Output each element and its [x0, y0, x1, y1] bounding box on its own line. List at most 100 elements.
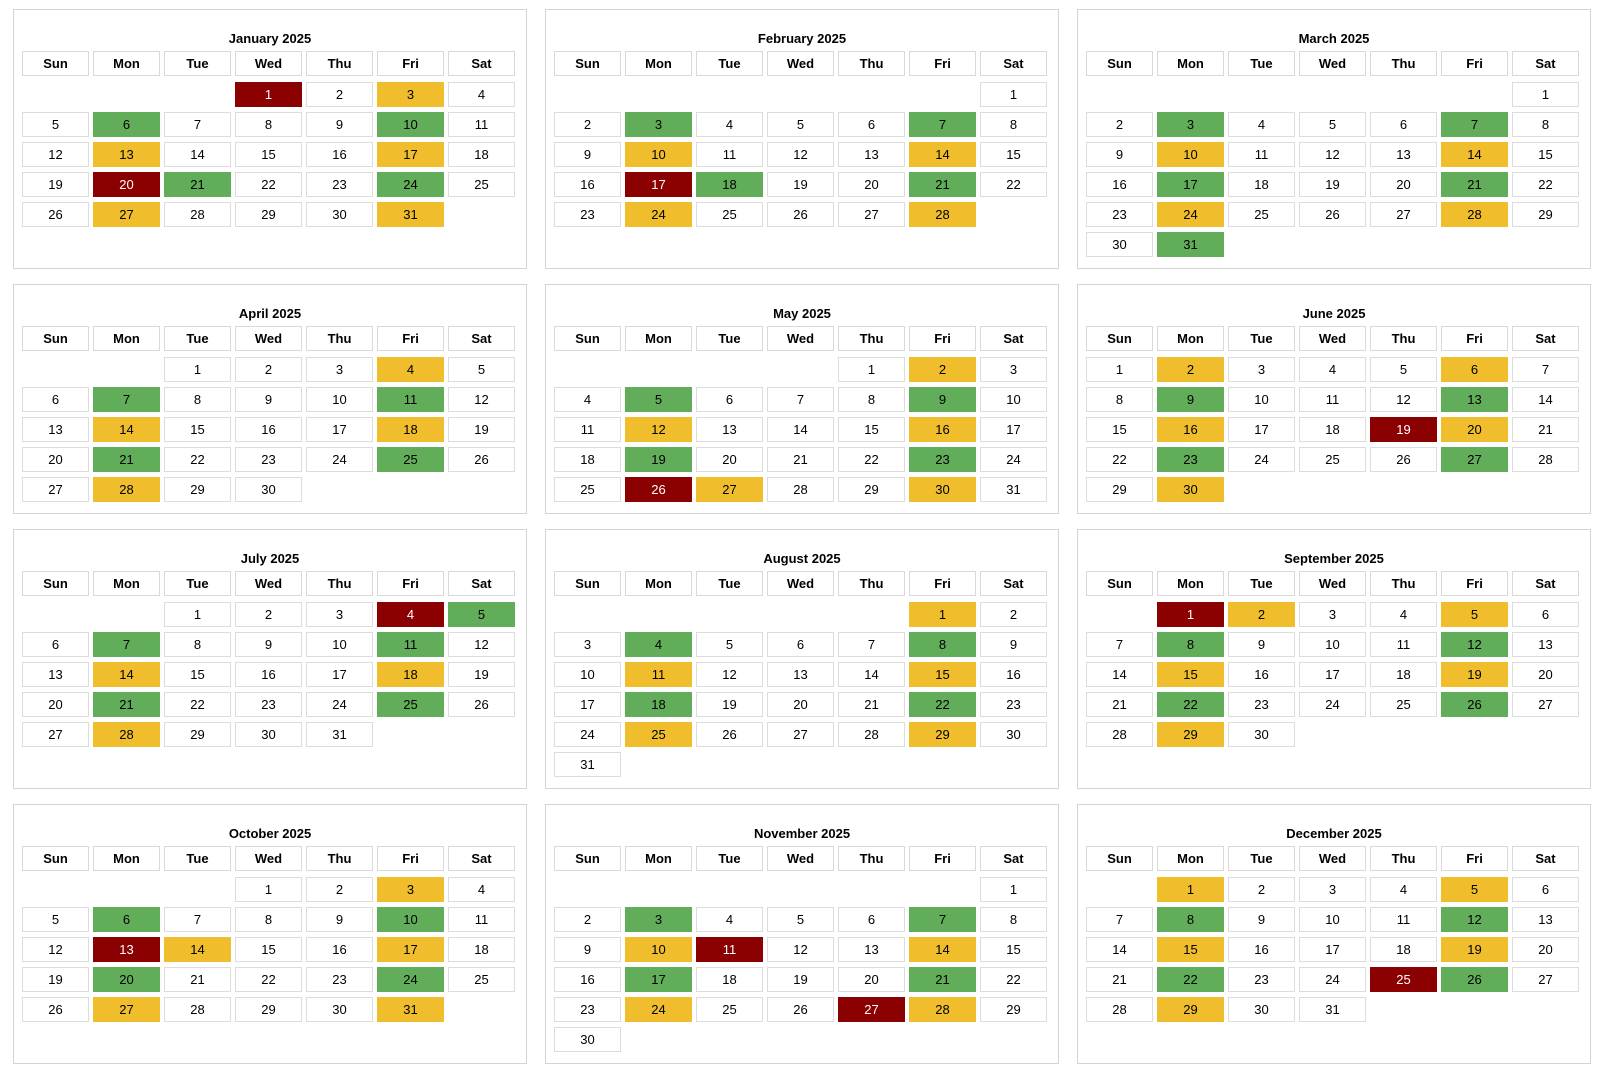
day-cell[interactable]: 15 — [980, 142, 1047, 167]
day-cell[interactable]: 8 — [164, 387, 231, 412]
day-cell[interactable]: 10 — [1299, 907, 1366, 932]
day-cell[interactable]: 23 — [235, 692, 302, 717]
day-cell[interactable]: 20 — [22, 692, 89, 717]
day-cell[interactable]: 21 — [1441, 172, 1508, 197]
day-cell[interactable]: 2 — [554, 112, 621, 137]
day-cell[interactable]: 7 — [93, 632, 160, 657]
day-cell[interactable]: 21 — [909, 967, 976, 992]
day-cell[interactable]: 22 — [1086, 447, 1153, 472]
day-cell[interactable]: 4 — [696, 112, 763, 137]
day-cell[interactable]: 8 — [980, 112, 1047, 137]
day-cell[interactable]: 23 — [909, 447, 976, 472]
day-cell[interactable]: 26 — [1370, 447, 1437, 472]
day-cell[interactable]: 22 — [838, 447, 905, 472]
day-cell[interactable]: 21 — [93, 692, 160, 717]
day-cell[interactable]: 12 — [1441, 632, 1508, 657]
day-cell[interactable]: 1 — [1512, 82, 1579, 107]
day-cell[interactable]: 18 — [377, 662, 444, 687]
day-cell[interactable]: 29 — [1086, 477, 1153, 502]
day-cell[interactable]: 19 — [625, 447, 692, 472]
day-cell[interactable]: 2 — [909, 357, 976, 382]
day-cell[interactable]: 6 — [93, 112, 160, 137]
day-cell[interactable]: 19 — [448, 417, 515, 442]
day-cell[interactable]: 21 — [1512, 417, 1579, 442]
day-cell[interactable]: 21 — [838, 692, 905, 717]
day-cell[interactable]: 5 — [1299, 112, 1366, 137]
day-cell[interactable]: 3 — [1157, 112, 1224, 137]
day-cell[interactable]: 3 — [377, 877, 444, 902]
day-cell[interactable]: 10 — [625, 142, 692, 167]
day-cell[interactable]: 24 — [1157, 202, 1224, 227]
day-cell[interactable]: 25 — [554, 477, 621, 502]
day-cell[interactable]: 9 — [1157, 387, 1224, 412]
day-cell[interactable]: 26 — [696, 722, 763, 747]
day-cell[interactable]: 30 — [1228, 722, 1295, 747]
day-cell[interactable]: 5 — [767, 112, 834, 137]
day-cell[interactable]: 7 — [1086, 632, 1153, 657]
day-cell[interactable]: 7 — [164, 907, 231, 932]
day-cell[interactable]: 27 — [767, 722, 834, 747]
day-cell[interactable]: 2 — [1157, 357, 1224, 382]
day-cell[interactable]: 3 — [306, 602, 373, 627]
day-cell[interactable]: 27 — [696, 477, 763, 502]
day-cell[interactable]: 31 — [554, 752, 621, 777]
day-cell[interactable]: 26 — [767, 202, 834, 227]
day-cell[interactable]: 19 — [1370, 417, 1437, 442]
day-cell[interactable]: 14 — [93, 662, 160, 687]
day-cell[interactable]: 21 — [164, 172, 231, 197]
day-cell[interactable]: 11 — [1370, 632, 1437, 657]
day-cell[interactable]: 24 — [554, 722, 621, 747]
day-cell[interactable]: 17 — [1299, 937, 1366, 962]
day-cell[interactable]: 15 — [838, 417, 905, 442]
day-cell[interactable]: 20 — [767, 692, 834, 717]
day-cell[interactable]: 26 — [767, 997, 834, 1022]
day-cell[interactable]: 27 — [1441, 447, 1508, 472]
day-cell[interactable]: 15 — [164, 662, 231, 687]
day-cell[interactable]: 16 — [980, 662, 1047, 687]
day-cell[interactable]: 26 — [1441, 692, 1508, 717]
day-cell[interactable]: 5 — [1370, 357, 1437, 382]
day-cell[interactable]: 9 — [1228, 632, 1295, 657]
day-cell[interactable]: 15 — [1086, 417, 1153, 442]
day-cell[interactable]: 9 — [909, 387, 976, 412]
day-cell[interactable]: 19 — [767, 172, 834, 197]
day-cell[interactable]: 25 — [1299, 447, 1366, 472]
day-cell[interactable]: 14 — [909, 142, 976, 167]
day-cell[interactable]: 12 — [767, 142, 834, 167]
day-cell[interactable]: 31 — [306, 722, 373, 747]
day-cell[interactable]: 12 — [22, 937, 89, 962]
day-cell[interactable]: 12 — [22, 142, 89, 167]
day-cell[interactable]: 10 — [1157, 142, 1224, 167]
day-cell[interactable]: 26 — [448, 692, 515, 717]
day-cell[interactable]: 26 — [448, 447, 515, 472]
day-cell[interactable]: 12 — [625, 417, 692, 442]
day-cell[interactable]: 30 — [235, 722, 302, 747]
day-cell[interactable]: 1 — [980, 877, 1047, 902]
day-cell[interactable]: 24 — [1299, 692, 1366, 717]
day-cell[interactable]: 4 — [1370, 877, 1437, 902]
day-cell[interactable]: 23 — [980, 692, 1047, 717]
day-cell[interactable]: 2 — [554, 907, 621, 932]
day-cell[interactable]: 9 — [235, 387, 302, 412]
day-cell[interactable]: 2 — [306, 877, 373, 902]
day-cell[interactable]: 16 — [554, 967, 621, 992]
day-cell[interactable]: 8 — [838, 387, 905, 412]
day-cell[interactable]: 10 — [377, 112, 444, 137]
day-cell[interactable]: 18 — [696, 172, 763, 197]
day-cell[interactable]: 24 — [980, 447, 1047, 472]
day-cell[interactable]: 26 — [625, 477, 692, 502]
day-cell[interactable]: 4 — [625, 632, 692, 657]
day-cell[interactable]: 12 — [1441, 907, 1508, 932]
day-cell[interactable]: 4 — [1370, 602, 1437, 627]
day-cell[interactable]: 25 — [1370, 967, 1437, 992]
day-cell[interactable]: 30 — [1228, 997, 1295, 1022]
day-cell[interactable]: 17 — [1228, 417, 1295, 442]
day-cell[interactable]: 14 — [164, 142, 231, 167]
day-cell[interactable]: 20 — [93, 967, 160, 992]
day-cell[interactable]: 21 — [93, 447, 160, 472]
day-cell[interactable]: 2 — [1086, 112, 1153, 137]
day-cell[interactable]: 29 — [235, 997, 302, 1022]
day-cell[interactable]: 12 — [448, 387, 515, 412]
day-cell[interactable]: 16 — [554, 172, 621, 197]
day-cell[interactable]: 16 — [235, 417, 302, 442]
